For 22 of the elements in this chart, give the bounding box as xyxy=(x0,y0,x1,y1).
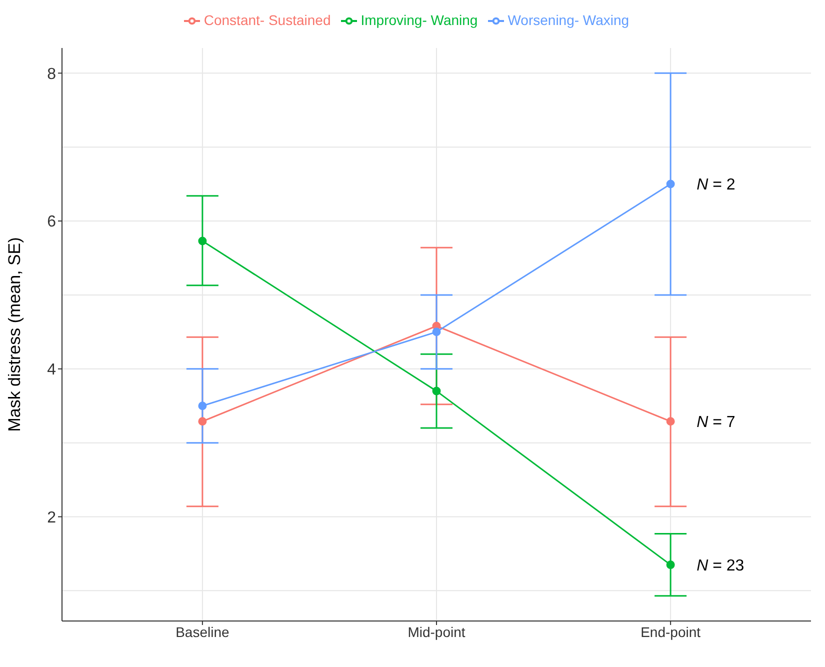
y-tick-label: 2 xyxy=(47,509,56,526)
y-axis-title: Mask distress (mean, SE) xyxy=(5,237,24,432)
annotation: N = 7 xyxy=(696,414,736,431)
y-tick-label: 4 xyxy=(47,362,56,379)
point xyxy=(198,236,207,246)
legend-label: Improving- Waning xyxy=(360,12,478,28)
point xyxy=(198,417,207,426)
y-tick-label: 6 xyxy=(47,214,56,231)
legend-label: Worsening- Waxing xyxy=(508,12,630,28)
annotation: N = 23 xyxy=(696,557,744,574)
point xyxy=(198,402,207,410)
point xyxy=(432,386,441,396)
point xyxy=(432,328,441,336)
x-tick-label: Mid-point xyxy=(408,624,466,640)
legend-label: Constant- Sustained xyxy=(204,12,331,28)
x-tick-label: Baseline xyxy=(176,624,230,640)
annotation: N = 2 xyxy=(696,176,736,194)
point xyxy=(666,417,675,426)
x-tick-label: End-point xyxy=(640,624,701,640)
point xyxy=(666,560,675,570)
y-tick-label: 8 xyxy=(47,66,56,83)
point xyxy=(666,180,675,188)
